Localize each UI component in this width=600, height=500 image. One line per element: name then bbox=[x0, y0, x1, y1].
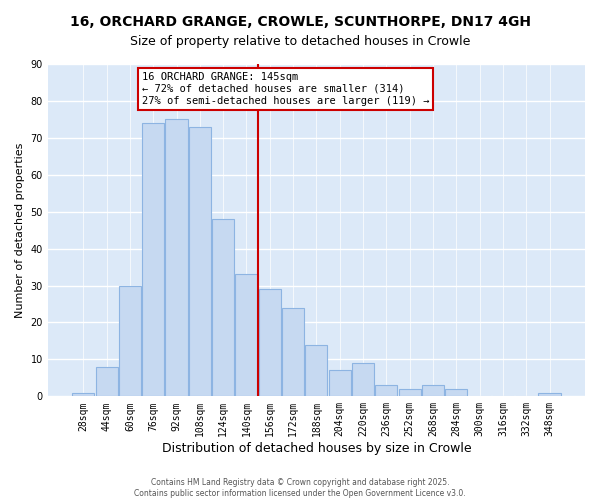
Bar bbox=[329, 370, 351, 396]
Text: 16 ORCHARD GRANGE: 145sqm
← 72% of detached houses are smaller (314)
27% of semi: 16 ORCHARD GRANGE: 145sqm ← 72% of detac… bbox=[142, 72, 430, 106]
Bar bbox=[72, 392, 94, 396]
Bar bbox=[119, 286, 141, 397]
Bar bbox=[352, 363, 374, 396]
Bar bbox=[95, 367, 118, 396]
Bar bbox=[235, 274, 257, 396]
Bar bbox=[142, 123, 164, 396]
Text: 16, ORCHARD GRANGE, CROWLE, SCUNTHORPE, DN17 4GH: 16, ORCHARD GRANGE, CROWLE, SCUNTHORPE, … bbox=[70, 15, 530, 29]
Text: Size of property relative to detached houses in Crowle: Size of property relative to detached ho… bbox=[130, 35, 470, 48]
Bar bbox=[445, 389, 467, 396]
Bar bbox=[282, 308, 304, 396]
Bar bbox=[538, 392, 560, 396]
Bar bbox=[398, 389, 421, 396]
Bar bbox=[212, 219, 234, 396]
Bar bbox=[189, 127, 211, 396]
Bar bbox=[305, 344, 328, 397]
Y-axis label: Number of detached properties: Number of detached properties bbox=[15, 142, 25, 318]
Bar bbox=[166, 120, 188, 396]
Bar bbox=[422, 386, 444, 396]
Bar bbox=[375, 386, 397, 396]
X-axis label: Distribution of detached houses by size in Crowle: Distribution of detached houses by size … bbox=[161, 442, 471, 455]
Text: Contains HM Land Registry data © Crown copyright and database right 2025.
Contai: Contains HM Land Registry data © Crown c… bbox=[134, 478, 466, 498]
Bar bbox=[259, 289, 281, 397]
